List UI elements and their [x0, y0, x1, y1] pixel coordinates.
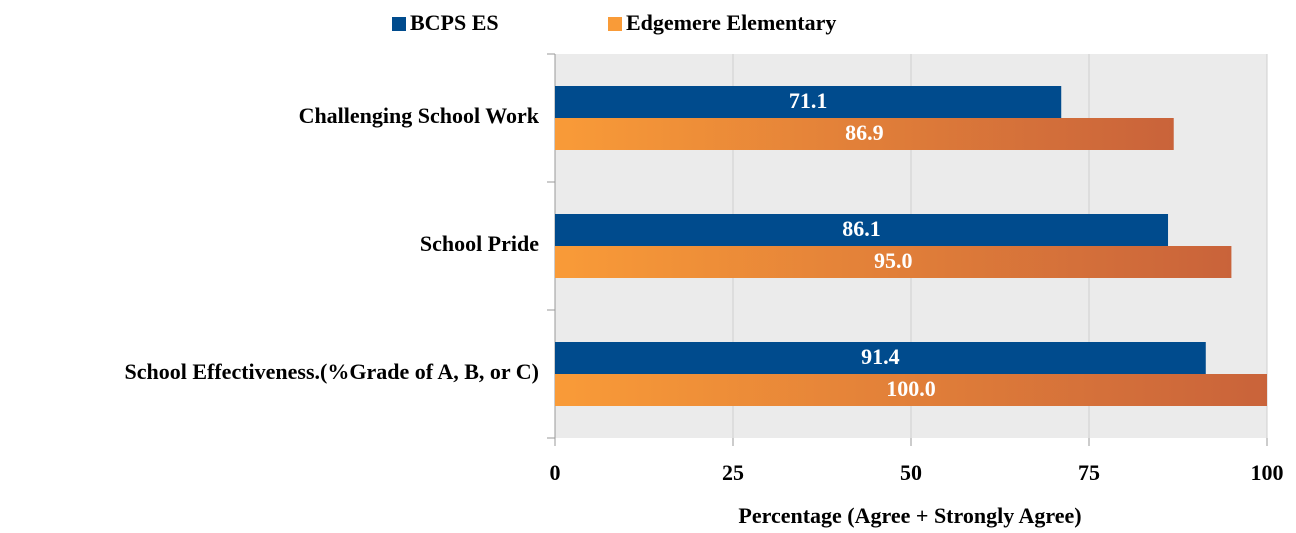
bar: [555, 86, 1062, 118]
bar: [555, 342, 1206, 374]
bar: [555, 374, 1267, 406]
bar: [555, 214, 1169, 246]
legend-swatch: [392, 17, 406, 31]
legend-label: BCPS ES: [410, 10, 499, 35]
x-tick-label: 0: [550, 460, 561, 485]
x-tick-label: 100: [1251, 460, 1284, 485]
bar: [555, 246, 1232, 278]
x-axis-title: Percentage (Agree + Strongly Agree): [738, 503, 1081, 528]
bar: [555, 118, 1174, 150]
x-tick-label: 25: [722, 460, 744, 485]
legend-swatch: [608, 17, 622, 31]
value-label: 95.0: [874, 248, 913, 273]
value-label: 86.9: [845, 120, 884, 145]
legend-label: Edgemere Elementary: [626, 10, 836, 35]
value-label: 100.0: [886, 376, 936, 401]
y-tick-label: Challenging School Work: [299, 103, 540, 128]
y-tick-label: School Pride: [420, 231, 539, 256]
value-label: 71.1: [789, 88, 828, 113]
x-tick-label: 50: [900, 460, 922, 485]
value-label: 91.4: [861, 344, 900, 369]
value-label: 86.1: [842, 216, 881, 241]
x-tick-label: 75: [1078, 460, 1100, 485]
y-tick-label: School Effectiveness.(%Grade of A, B, or…: [125, 359, 540, 384]
